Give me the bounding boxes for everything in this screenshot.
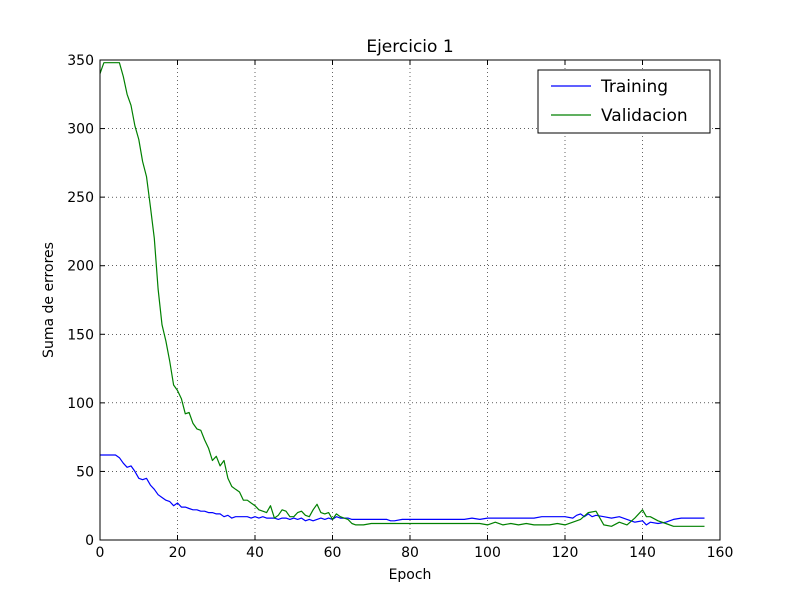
x-tick-label: 160 [707,545,734,561]
legend: Training Validacion [537,69,711,134]
x-tick-label: 0 [96,545,105,561]
series-layer [99,62,705,527]
x-tick-label: 80 [401,545,419,561]
y-tick-label: 300 [67,122,94,138]
y-tick-label: 0 [85,533,94,549]
series-line-validacion [99,62,705,527]
legend-box [537,69,711,134]
legend-label-training: Training [600,77,668,97]
legend-label-validacion: Validacion [601,106,688,126]
x-tick-label: 120 [552,545,579,561]
y-tick-label: 200 [67,259,94,275]
y-axis-title: Suma de errores [41,242,57,358]
x-tick-label: 100 [474,545,501,561]
y-tick-label: 50 [76,464,94,480]
axis-ticks: 0 20 40 60 80 100 120 140 160 0 50 100 150 200 250 300 3… [67,53,733,561]
series-line-training [100,454,705,526]
y-tick-label: 150 [67,327,94,343]
y-tick-label: 250 [67,190,94,206]
y-tick-label: 350 [67,53,94,69]
x-tick-label: 60 [324,545,342,561]
x-axis-title: Epoch [389,567,432,583]
x-tick-label: 40 [246,545,264,561]
x-tick-label: 140 [629,545,656,561]
y-tick-label: 100 [67,396,94,412]
x-tick-label: 20 [169,545,187,561]
chart-title: Ejercicio 1 [366,37,453,57]
